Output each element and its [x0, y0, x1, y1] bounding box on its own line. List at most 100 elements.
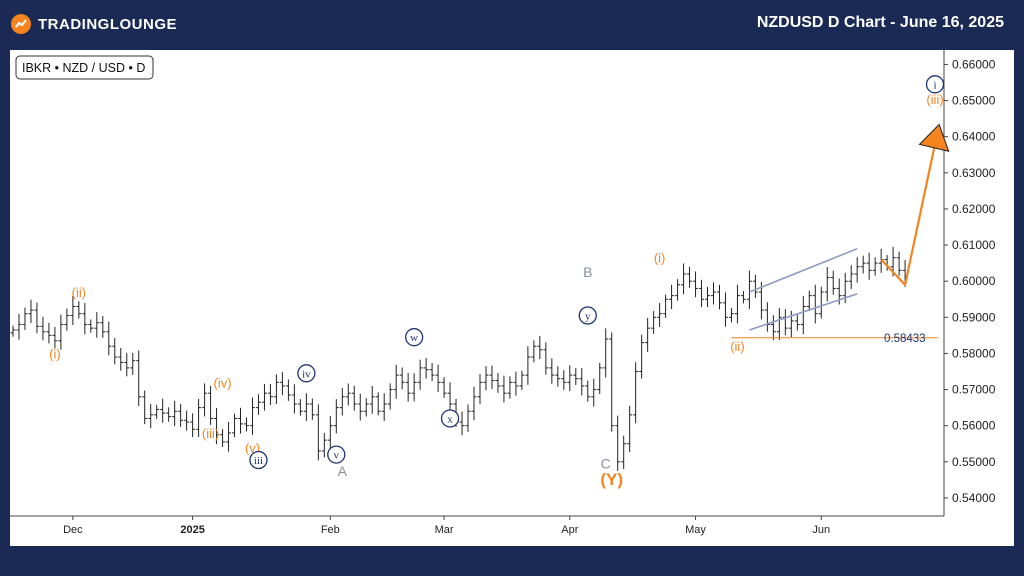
ohlc-bar [543, 342, 549, 375]
wave-label: (i) [654, 251, 666, 266]
price-tick-label: 0.59000 [952, 310, 996, 324]
ohlc-bar [423, 357, 429, 379]
ohlc-bar [160, 398, 166, 423]
ohlc-bar [621, 435, 627, 470]
wave-label-text: B [583, 264, 592, 280]
price-tick-label: 0.56000 [952, 419, 996, 433]
ohlc-bar [848, 265, 854, 290]
ohlc-bar [82, 302, 88, 335]
wave-label: (i) [49, 346, 61, 361]
wave-label: v [327, 445, 346, 464]
wave-label: iv [297, 364, 316, 383]
ohlc-bar [76, 301, 82, 319]
ohlc-bar [447, 382, 453, 414]
ohlc-bar [238, 407, 244, 434]
wave-label-text: (Y) [600, 470, 623, 489]
ohlc-bar [411, 373, 417, 402]
ohlc-bar [333, 399, 339, 434]
ohlc-bar [309, 398, 315, 420]
ohlc-bar [232, 413, 238, 438]
ohlc-bar [130, 352, 136, 375]
ohlc-bar [663, 294, 669, 318]
ohlc-bar [896, 251, 902, 276]
overlays: 0.58433 [731, 123, 950, 345]
ohlc-bar [489, 365, 495, 390]
ohlc-bar [154, 404, 160, 419]
ohlc-bar [345, 383, 351, 406]
ohlc-bar [28, 299, 34, 324]
wave-label-text: (iii) [926, 92, 943, 107]
price-tick-label: 0.63000 [952, 166, 996, 180]
time-axis [10, 516, 1014, 546]
ohlc-bar [675, 279, 681, 301]
ohlc-bar [339, 388, 345, 416]
ohlc-bar [94, 312, 100, 338]
time-tick-label: Jun [812, 524, 830, 536]
ohlc-bar [710, 282, 716, 305]
ohlc-bar [555, 366, 561, 387]
wave-label-text: v [334, 450, 340, 462]
plot-area [10, 50, 944, 516]
ohlc-bar [375, 392, 381, 416]
ohlc-bar [369, 385, 375, 414]
price-tick-label: 0.61000 [952, 238, 996, 252]
brand-logo[interactable]: TRADINGLOUNGE [10, 13, 177, 35]
wave-label: (Y) [600, 470, 623, 489]
ohlc-bar [58, 314, 64, 350]
ohlc-bar [315, 404, 321, 461]
ohlc-bar [190, 413, 196, 438]
ohlc-bar [208, 386, 214, 425]
ohlc-bar [531, 340, 537, 363]
ohlc-bar [722, 292, 728, 327]
ohlc-bar [525, 346, 531, 385]
wave-label-text: i [933, 79, 936, 91]
ohlc-bar [255, 394, 261, 415]
ohlc-bar [537, 335, 543, 360]
wave-label-text: (ii) [730, 339, 744, 354]
projection-path [880, 143, 937, 288]
ohlc-bar [399, 367, 405, 390]
ohlc-bar [88, 319, 94, 333]
ohlc-bar [471, 386, 477, 421]
ohlc-bar [866, 252, 872, 280]
wave-label-text: y [585, 311, 591, 323]
price-tick-label: 0.62000 [952, 202, 996, 216]
time-tick-label: Feb [321, 524, 340, 536]
ohlc-bar [184, 410, 190, 431]
wave-label-text: (iv) [214, 375, 232, 390]
time-ticks: Dec 2025 Feb Mar Apr May Jun [63, 516, 830, 536]
wave-label: C [601, 456, 611, 472]
ohlc-bar [693, 271, 699, 298]
ohlc-bar [393, 364, 399, 399]
ohlc-bar [597, 362, 603, 395]
ohlc-bar [429, 362, 435, 382]
ohlc-bar [363, 398, 369, 417]
support-level-label: 0.58433 [884, 333, 926, 345]
time-tick-label: Mar [435, 524, 454, 536]
ohlc-bar [585, 380, 591, 402]
ohlc-bar [627, 405, 633, 452]
ohlc-bar [860, 255, 866, 274]
ohlc-bar [148, 404, 154, 429]
ohlc-bar [291, 384, 297, 414]
ohlc-bar [728, 308, 734, 323]
wave-label: (ii) [730, 339, 744, 354]
ohlc-bar [716, 284, 722, 310]
price-tick-label: 0.55000 [952, 455, 996, 469]
ohlc-bar [124, 353, 130, 377]
ohlc-bar [46, 322, 52, 344]
wave-circle [578, 306, 597, 325]
ohlc-bar [591, 378, 597, 407]
ohlc-bar [507, 376, 513, 399]
ohlc-bar [261, 383, 267, 411]
ohlc-bar [579, 368, 585, 396]
brand-mark-icon [11, 14, 31, 34]
wave-label-text: w [410, 332, 418, 344]
ohlc-bar [441, 377, 447, 398]
ohlc-bar [214, 407, 220, 445]
ohlc-bar [519, 370, 525, 390]
time-tick-label: Dec [63, 524, 83, 536]
wave-label: (iii) [926, 92, 943, 107]
